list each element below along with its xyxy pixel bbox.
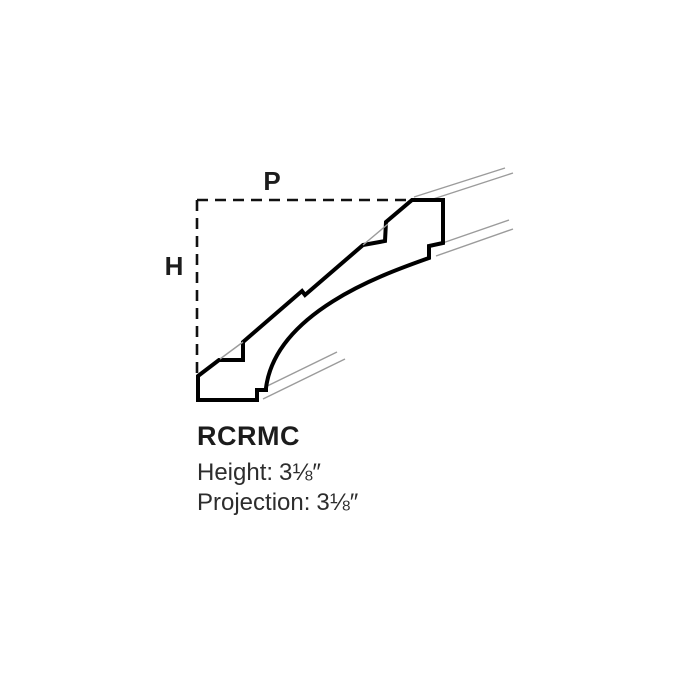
molding-profile-outline (196, 198, 445, 402)
extension-line-right-2 (435, 228, 514, 257)
extension-line-top-2 (426, 172, 514, 202)
height-dimension-label: H (165, 251, 184, 281)
product-code: RCRMC (197, 421, 300, 451)
spec-projection-label: Projection: (197, 489, 311, 516)
projection-dimension-label: P (263, 166, 280, 196)
extension-line-bottom-2 (262, 358, 346, 400)
spec-height: Height: 3⅛″ (197, 458, 497, 488)
spec-projection-value: 3⅛″ (316, 489, 359, 516)
spec-projection: Projection: 3⅛″ (197, 488, 497, 518)
extension-lines (256, 167, 514, 400)
extension-line-top-1 (413, 167, 506, 198)
step-break-line-top (362, 223, 389, 246)
spec-height-label: Height: (197, 459, 274, 486)
spec-height-value: 3⅛″ (279, 459, 321, 486)
step-break-line-left (219, 341, 244, 360)
product-spec-block: RCRMC Height: 3⅛″ Projection: 3⅛″ (197, 421, 497, 518)
extension-line-bottom-1 (256, 351, 338, 392)
